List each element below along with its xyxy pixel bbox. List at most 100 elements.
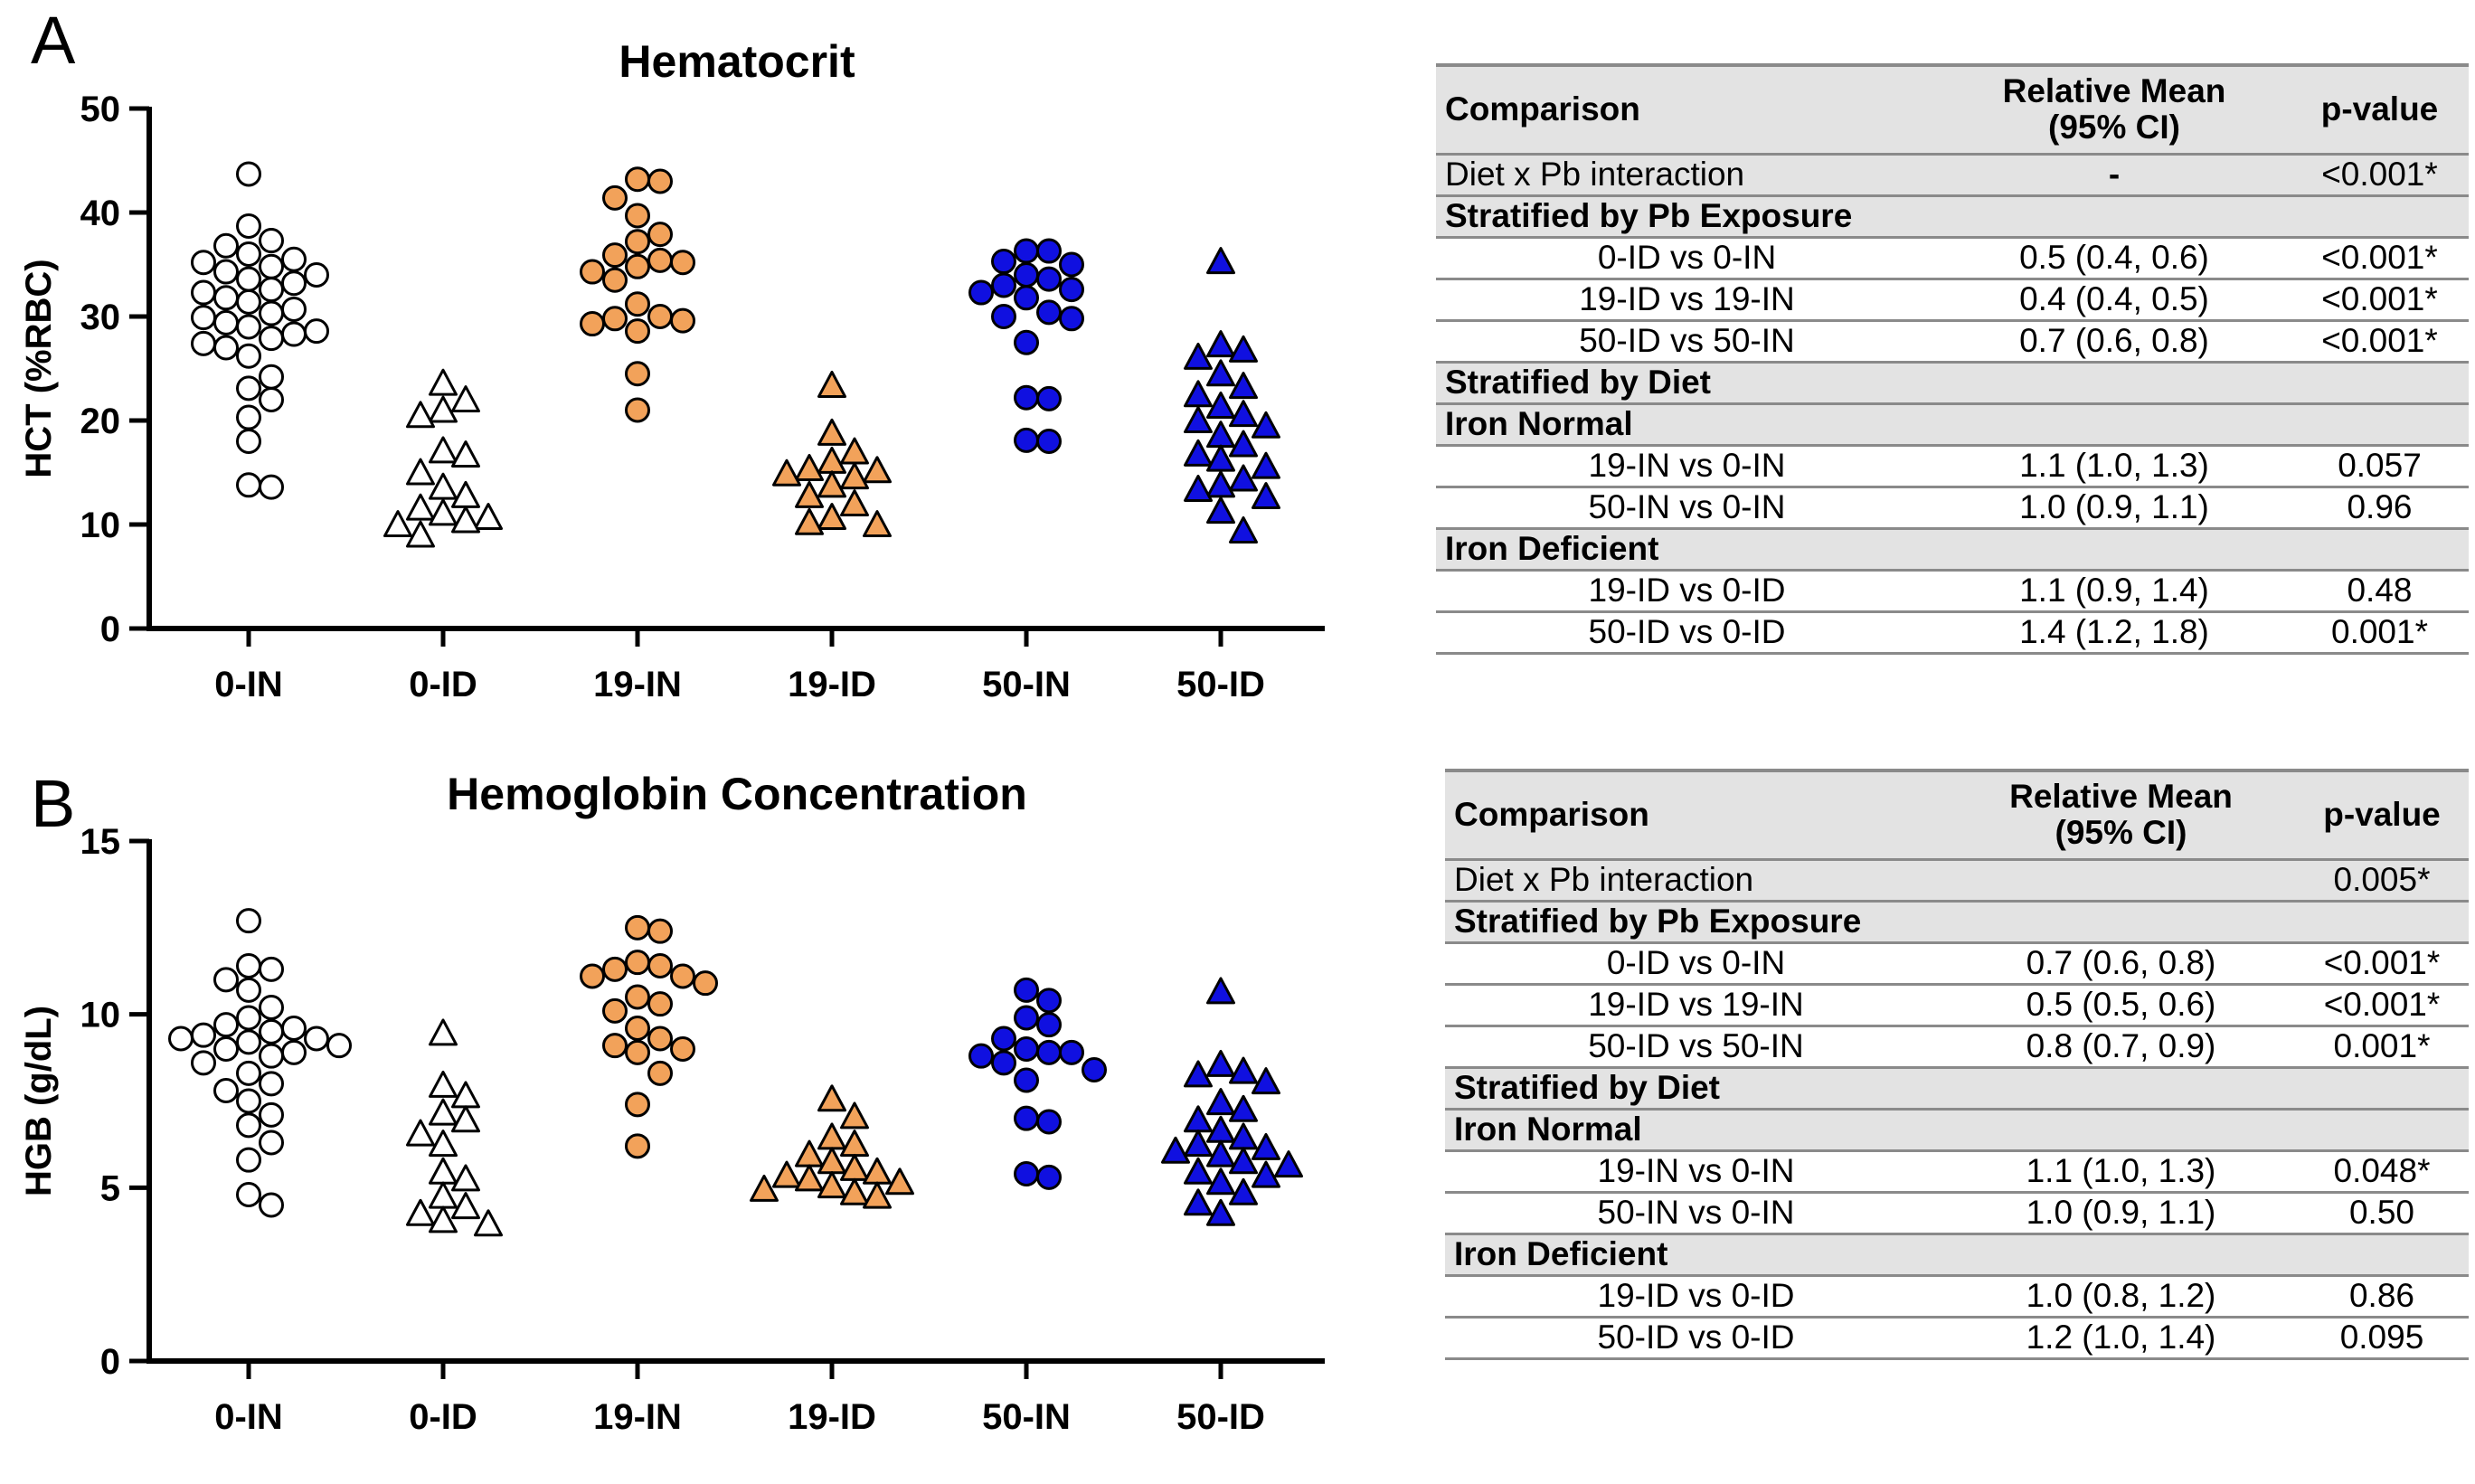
data-point-0-ID	[406, 1119, 435, 1147]
data-point-0-IN	[281, 270, 307, 297]
row-pvalue: 0.048*	[2295, 1150, 2469, 1194]
data-point-50-ID	[1206, 977, 1235, 1005]
data-point-0-ID	[429, 1018, 458, 1046]
y-tick-label: 0	[100, 610, 120, 649]
data-point-19-ID	[817, 370, 846, 398]
x-tick-label: 50-IN	[982, 665, 1071, 704]
row-label: 50-ID vs 0-ID	[1445, 1317, 1947, 1360]
data-point-50-ID	[1184, 380, 1213, 408]
data-point-50-ID	[1206, 247, 1235, 275]
y-tick-label: 10	[80, 506, 121, 545]
y-axis-label: HGB (g/dL)	[19, 1006, 59, 1196]
data-point-50-IN	[1014, 384, 1039, 411]
data-point-50-IN	[991, 249, 1016, 275]
row-pvalue: 0.86	[2295, 1275, 2469, 1319]
data-point-50-ID	[1206, 444, 1235, 472]
data-point-50-ID	[1229, 1056, 1258, 1084]
data-point-0-ID	[451, 1105, 480, 1133]
header-pvalue: p-value	[2291, 63, 2469, 156]
panel-letter-a: A	[31, 3, 76, 78]
data-point-0-ID	[474, 1209, 503, 1237]
data-point-19-ID	[795, 453, 824, 481]
data-point-0-IN	[213, 967, 239, 993]
data-point-50-IN	[1036, 429, 1062, 454]
data-point-50-ID	[1229, 335, 1258, 363]
data-point-0-ID	[451, 506, 480, 534]
data-point-0-IN	[191, 279, 216, 306]
table-header-row: Comparison Relative Mean (95% CI) p-value	[1436, 63, 2469, 156]
table-row: 50-ID vs 0-ID 1.4 (1.2, 1.8) 0.001*	[1436, 611, 2469, 655]
row-label: 19-IN vs 0-IN	[1445, 1150, 1947, 1194]
interaction-row: Diet x Pb interaction 0.005*	[1445, 859, 2469, 903]
data-point-19-ID	[795, 1164, 824, 1192]
section-row-pb: Stratified by Pb Exposure	[1436, 195, 2469, 239]
data-point-50-ID	[1252, 451, 1280, 479]
data-point-19-IN	[647, 918, 673, 944]
row-label: 19-ID vs 0-ID	[1436, 570, 1938, 613]
data-point-0-IN	[281, 296, 307, 322]
data-point-50-IN	[1059, 1039, 1084, 1065]
row-pvalue: 0.001*	[2291, 611, 2469, 655]
data-point-50-ID	[1184, 474, 1213, 502]
section-row-iron-deficient: Iron Deficient	[1436, 528, 2469, 572]
section-row-pb: Stratified by Pb Exposure	[1445, 901, 2469, 944]
data-point-0-IN	[213, 309, 239, 336]
data-point-50-IN	[1014, 262, 1039, 288]
header-relative-mean: Relative Mean (95% CI)	[1938, 63, 2291, 156]
data-point-50-IN	[1036, 1039, 1062, 1065]
data-point-0-ID	[406, 458, 435, 486]
data-point-50-IN	[1036, 988, 1062, 1014]
data-point-19-IN	[670, 250, 695, 276]
row-label: 50-IN vs 0-IN	[1445, 1192, 1947, 1235]
data-point-50-ID	[1206, 330, 1235, 358]
data-point-50-ID	[1206, 496, 1235, 525]
data-point-19-ID	[795, 1139, 824, 1167]
y-tick-label: 20	[80, 402, 121, 441]
data-point-19-ID	[863, 1181, 892, 1209]
data-point-50-ID	[1229, 515, 1258, 544]
x-tick-label: 0-IN	[214, 1397, 283, 1437]
data-point-50-ID	[1229, 1177, 1258, 1205]
data-point-0-IN	[236, 161, 261, 187]
data-point-50-IN	[1059, 251, 1084, 278]
data-point-19-ID	[817, 470, 846, 498]
row-mean: 0.5 (0.5, 0.6)	[1947, 984, 2295, 1027]
table-row: 50-IN vs 0-IN 1.0 (0.9, 1.1) 0.50	[1445, 1192, 2469, 1235]
data-point-19-IN	[602, 306, 628, 332]
data-point-19-IN	[647, 991, 673, 1017]
row-mean: 1.0 (0.9, 1.1)	[1938, 487, 2291, 530]
data-point-0-ID	[451, 385, 480, 413]
section-iron-normal-label: Iron Normal	[1445, 1109, 2469, 1152]
data-point-50-IN	[991, 1026, 1016, 1052]
data-point-0-ID	[429, 498, 458, 526]
data-point-19-IN	[625, 1133, 650, 1159]
data-point-0-IN	[213, 1012, 239, 1038]
x-tick-label: 19-ID	[788, 665, 876, 704]
data-point-0-ID	[429, 368, 458, 396]
row-pvalue: <0.001*	[2291, 279, 2469, 322]
data-point-0-IN	[259, 228, 284, 254]
data-point-50-IN	[1014, 329, 1039, 355]
row-pvalue: <0.001*	[2291, 320, 2469, 364]
section-row-iron-deficient: Iron Deficient	[1445, 1234, 2469, 1277]
table-row: 19-IN vs 0-IN 1.1 (1.0, 1.3) 0.048*	[1445, 1150, 2469, 1194]
row-mean: 0.7 (0.6, 0.8)	[1947, 942, 2295, 986]
data-point-19-IN	[602, 956, 628, 982]
data-point-50-IN	[1036, 1164, 1062, 1190]
data-point-19-ID	[817, 503, 846, 531]
data-point-19-IN	[625, 229, 650, 255]
data-point-0-IN	[259, 1192, 284, 1218]
row-label: 0-ID vs 0-IN	[1445, 942, 1947, 986]
data-point-0-IN	[259, 1101, 284, 1128]
data-point-0-IN	[236, 1112, 261, 1139]
x-tick-label: 0-ID	[409, 665, 477, 704]
data-point-0-IN	[213, 285, 239, 311]
data-point-19-ID	[817, 418, 846, 446]
y-tick-label: 0	[100, 1342, 120, 1382]
hematocrit-chart: Hematocrit HCT (%RBC) 0 10 20 30 40 50 0-IN 0-ID 1…	[19, 36, 1325, 704]
data-point-50-ID	[1184, 406, 1213, 434]
data-point-50-ID	[1206, 1139, 1235, 1167]
data-point-19-IN	[625, 203, 650, 229]
data-point-0-IN	[236, 429, 261, 454]
data-point-0-ID	[429, 1181, 458, 1209]
